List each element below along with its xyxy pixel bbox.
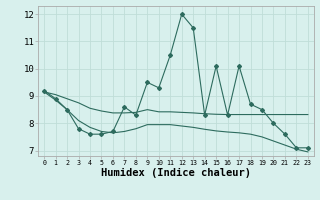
X-axis label: Humidex (Indice chaleur): Humidex (Indice chaleur) [101,168,251,178]
